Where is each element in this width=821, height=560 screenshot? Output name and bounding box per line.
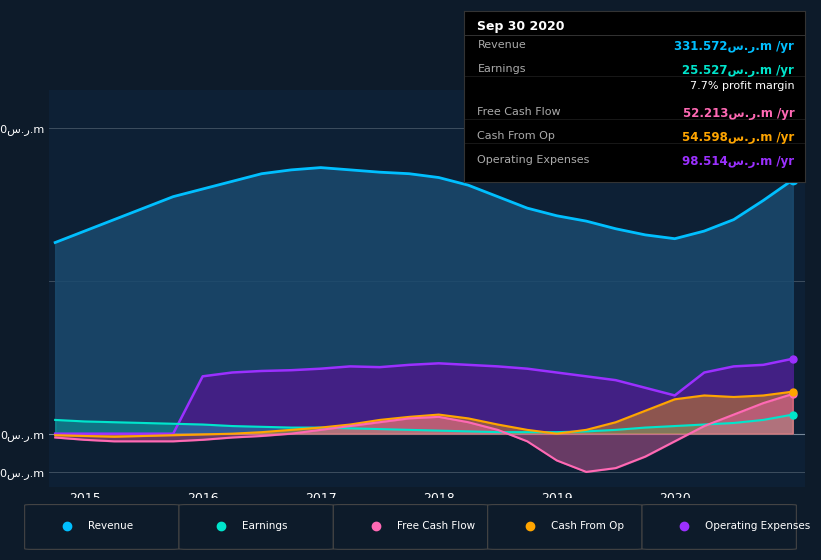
Text: Cash From Op: Cash From Op [551, 521, 624, 531]
FancyBboxPatch shape [179, 505, 333, 549]
FancyBboxPatch shape [488, 505, 642, 549]
FancyBboxPatch shape [333, 505, 488, 549]
Text: 52.213س.ر.m /yr: 52.213س.ر.m /yr [682, 107, 795, 120]
FancyBboxPatch shape [642, 505, 796, 549]
Text: Earnings: Earnings [478, 64, 526, 74]
Text: Revenue: Revenue [478, 40, 526, 50]
Text: Revenue: Revenue [88, 521, 133, 531]
Text: Operating Expenses: Operating Expenses [705, 521, 810, 531]
Text: Free Cash Flow: Free Cash Flow [478, 107, 561, 117]
Text: Sep 30 2020: Sep 30 2020 [478, 20, 565, 32]
Text: 331.572س.ر.m /yr: 331.572س.ر.m /yr [675, 40, 795, 53]
Text: Free Cash Flow: Free Cash Flow [397, 521, 475, 531]
Text: Operating Expenses: Operating Expenses [478, 155, 589, 165]
Text: 98.514س.ر.m /yr: 98.514س.ر.m /yr [682, 155, 795, 167]
Text: Cash From Op: Cash From Op [478, 131, 555, 141]
Text: 25.527س.ر.m /yr: 25.527س.ر.m /yr [682, 64, 795, 77]
Text: Earnings: Earnings [242, 521, 288, 531]
Text: 7.7% profit margin: 7.7% profit margin [690, 81, 795, 91]
FancyBboxPatch shape [25, 505, 179, 549]
Text: 54.598س.ر.m /yr: 54.598س.ر.m /yr [682, 131, 795, 144]
